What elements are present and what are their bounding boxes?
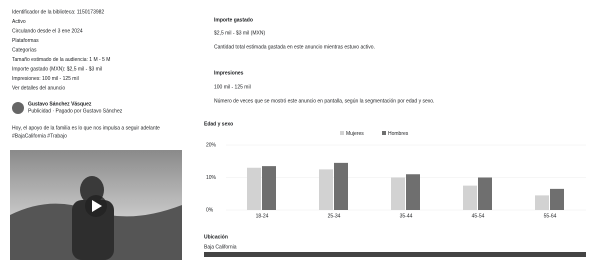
post-text: #BajaCalifornia #Trabajo <box>12 133 67 139</box>
chart-title: Edad y sexo <box>204 121 233 127</box>
advertiser[interactable]: Gustavo Sánchez Vásquez <box>28 101 92 107</box>
bar <box>262 166 276 210</box>
legend-swatch <box>340 131 344 135</box>
bar <box>550 189 564 210</box>
bar <box>334 163 348 210</box>
y-tick-label: 20% <box>206 142 217 148</box>
page: Gustavo Sánchez Vásquez Publicidad · Pag… <box>0 0 592 264</box>
impressions-value: 100 mil - 125 mil <box>214 84 251 90</box>
avatar <box>12 102 24 114</box>
bar <box>247 168 261 210</box>
bar <box>463 186 477 210</box>
impressions-title: Impresiones <box>214 70 244 76</box>
y-tick-label: 0% <box>206 207 214 213</box>
ad-detail: Categorías <box>12 47 37 53</box>
bar <box>478 178 492 211</box>
ad-detail: Activo <box>12 19 26 25</box>
bar <box>391 178 405 211</box>
legend-swatch <box>382 131 386 135</box>
x-tick-label: 45-54 <box>472 213 485 219</box>
ad-detail: Tamaño estimado de la audiencia: 1 M - 5… <box>12 57 110 63</box>
x-tick-label: 55-64 <box>544 213 557 219</box>
ad-detail: Plataformas <box>12 38 39 44</box>
ad-video[interactable] <box>10 150 182 260</box>
post-text: Hoy, el apoyo de la familia es lo que no… <box>12 125 160 131</box>
spend-value: $2,5 mil - $3 mil (MXN) <box>214 30 265 36</box>
impressions-note: Número de veces que se mostró este anunc… <box>214 98 434 104</box>
screen: Gustavo Sánchez Vásquez Publicidad · Pag… <box>0 0 592 264</box>
ad-detail: Impresiones: 100 mil - 125 mil <box>12 76 79 82</box>
bar <box>319 169 333 210</box>
ad-detail: Ver detalles del anuncio <box>12 85 65 91</box>
spend-title: Importe gastado <box>214 17 253 23</box>
y-tick-label: 10% <box>206 175 217 181</box>
ad-detail: Importe gastado (MXN): $2,5 mil - $3 mil <box>12 66 102 72</box>
bar <box>406 174 420 210</box>
spend-note: Cantidad total estimada gastada en este … <box>214 44 375 50</box>
location-title: Ubicación <box>204 234 228 240</box>
ad-detail: Identificador de la biblioteca: 11501739… <box>12 9 104 15</box>
location-name: Baja California <box>204 244 237 250</box>
ad-detail: Circulando desde el 3 ene 2024 <box>12 28 83 34</box>
x-tick-label: 18-24 <box>256 213 269 219</box>
x-tick-label: 35-44 <box>400 213 413 219</box>
sponsor: Publicidad · Pagado por Gustavo Sánchez <box>28 108 123 114</box>
bar <box>535 195 549 210</box>
x-tick-label: 25-34 <box>328 213 341 219</box>
legend-label: Mujeres <box>346 131 364 137</box>
location-bar <box>204 252 586 257</box>
legend-label: Hombres <box>388 131 409 137</box>
